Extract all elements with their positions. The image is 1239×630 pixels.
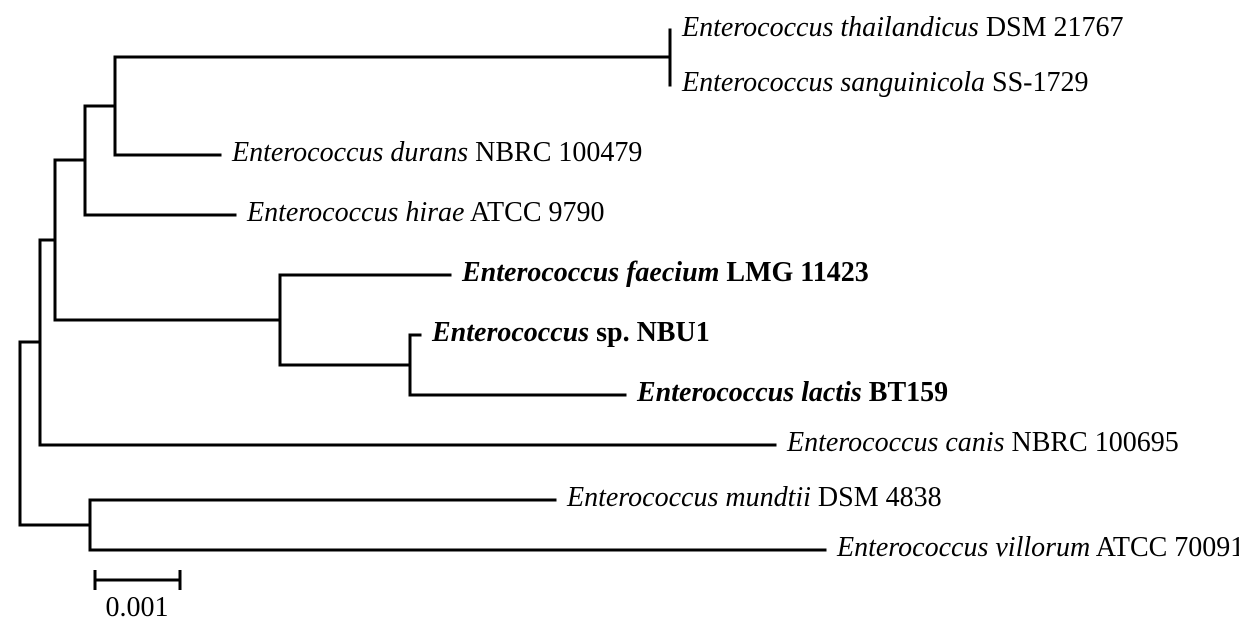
taxon-durans: Enterococcus durans NBRC 100479: [232, 139, 642, 167]
genus: Enterococcus: [637, 377, 794, 408]
genus: Enterococcus: [682, 67, 833, 98]
strain: NBRC 100695: [1011, 427, 1178, 458]
species: villorum: [995, 532, 1090, 563]
strain: ATCC 700913: [1096, 532, 1239, 563]
genus: Enterococcus: [787, 427, 938, 458]
taxon-hirae: Enterococcus hirae ATCC 9790: [247, 199, 605, 227]
scale-bar: [95, 570, 180, 590]
genus: Enterococcus: [247, 197, 398, 228]
taxon-canis: Enterococcus canis NBRC 100695: [787, 429, 1179, 457]
taxon-faecium: Enterococcus faecium LMG 11423: [462, 259, 869, 287]
taxon-nbu1: Enterococcus sp. NBU1: [432, 319, 710, 347]
strain: NBU1: [637, 317, 710, 348]
strain: NBRC 100479: [475, 137, 642, 168]
taxon-mundtii: Enterococcus mundtii DSM 4838: [567, 484, 942, 512]
strain: BT159: [869, 377, 948, 408]
strain: DSM 21767: [986, 12, 1124, 43]
strain: ATCC 9790: [470, 197, 605, 228]
genus: Enterococcus: [837, 532, 988, 563]
species: mundtii: [725, 482, 811, 513]
taxon-lactis: Enterococcus lactis BT159: [637, 379, 948, 407]
taxon-sanguinicola: Enterococcus sanguinicola SS-1729: [682, 69, 1089, 97]
strain: LMG 11423: [726, 257, 868, 288]
phylogenetic-tree: Enterococcus thailandicus DSM 21767Enter…: [0, 0, 1239, 630]
species: thailandicus: [840, 12, 978, 43]
species: hirae: [405, 197, 464, 228]
genus: Enterococcus: [682, 12, 833, 43]
taxon-thailandicus: Enterococcus thailandicus DSM 21767: [682, 14, 1124, 42]
species: canis: [945, 427, 1004, 458]
genus: Enterococcus: [432, 317, 589, 348]
species: durans: [390, 137, 468, 168]
species: faecium: [626, 257, 719, 288]
species: sp.: [596, 317, 629, 348]
taxon-villorum: Enterococcus villorum ATCC 700913: [837, 534, 1239, 562]
genus: Enterococcus: [232, 137, 383, 168]
species: sanguinicola: [840, 67, 985, 98]
species: lactis: [801, 377, 862, 408]
strain: SS-1729: [992, 67, 1088, 98]
genus: Enterococcus: [567, 482, 718, 513]
genus: Enterococcus: [462, 257, 619, 288]
strain: DSM 4838: [818, 482, 942, 513]
scale-bar-label: 0.001: [106, 592, 169, 624]
